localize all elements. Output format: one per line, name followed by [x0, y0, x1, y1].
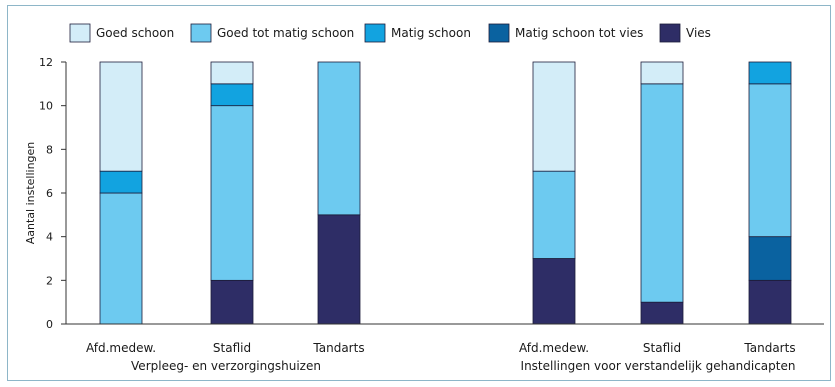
bar-segment-5-1 — [748, 236, 792, 281]
bar-segment-2-0 — [317, 214, 361, 325]
bar-segment-2-2 — [317, 61, 361, 216]
x-category-label-0: Afd.medew. — [86, 341, 156, 355]
bar-segment-3-2 — [532, 170, 576, 259]
legend-label-1: Goed tot matig schoon — [217, 26, 354, 40]
y-tick-label-0: 0 — [46, 318, 53, 331]
legend-label-4: Vies — [686, 26, 711, 40]
legend-swatch-0 — [69, 23, 91, 43]
y-tick-label-4: 8 — [46, 143, 53, 156]
legend-label-3: Matig schoon tot vies — [515, 26, 643, 40]
bar-segment-4-2 — [640, 83, 684, 303]
x-axis: Afd.medew. Staflid Tandarts Afd.medew. Stafl… — [66, 323, 824, 373]
y-tick-label-6: 12 — [39, 56, 53, 69]
x-group-label-1: Instellingen voor verstandelijk gehandic… — [521, 359, 796, 373]
x-group-label-0: Verpleeg- en verzorgingshuizen — [131, 359, 321, 373]
y-tick-label-3: 6 — [46, 187, 53, 200]
bar-segment-4-0 — [640, 301, 684, 325]
bar-segment-5-0 — [748, 279, 792, 325]
x-category-label-2: Tandarts — [312, 341, 364, 355]
legend-label-0: Goed schoon — [96, 26, 174, 40]
legend-swatch-4 — [659, 23, 681, 43]
legend-label-2: Matig schoon — [391, 26, 471, 40]
y-axis: 0 2 4 6 8 10 12 — [39, 56, 67, 331]
x-category-label-4: Staflid — [643, 341, 681, 355]
bar-segment-5-2 — [748, 83, 792, 238]
x-category-label-1: Staflid — [213, 341, 251, 355]
bar-segment-0-2 — [99, 192, 143, 325]
bar-segment-1-0 — [210, 279, 254, 325]
bar-segment-1-2 — [210, 105, 254, 281]
bar-segment-1-4 — [210, 61, 254, 85]
bar-segment-0-3 — [99, 170, 143, 194]
bar-segment-0-4 — [99, 61, 143, 172]
bar-segment-1-3 — [210, 83, 254, 107]
y-tick-label-2: 4 — [46, 231, 53, 244]
x-category-label-5: Tandarts — [743, 341, 795, 355]
legend-swatch-2 — [364, 23, 386, 43]
plot-area — [99, 61, 792, 325]
y-tick-label-5: 10 — [39, 100, 53, 113]
bar-segment-3-4 — [532, 61, 576, 172]
bar-segment-4-4 — [640, 61, 684, 85]
x-category-label-3: Afd.medew. — [519, 341, 589, 355]
y-tick-label-1: 2 — [46, 274, 53, 287]
legend: Goed schoon Goed tot matig schoon Matig sc… — [69, 23, 711, 43]
y-axis-label: Aantal instellingen — [24, 142, 37, 245]
chart-frame — [7, 5, 831, 381]
bar-segment-5-3 — [748, 61, 792, 85]
bar-segment-3-0 — [532, 258, 576, 325]
legend-swatch-1 — [190, 23, 212, 43]
legend-swatch-3 — [488, 23, 510, 43]
